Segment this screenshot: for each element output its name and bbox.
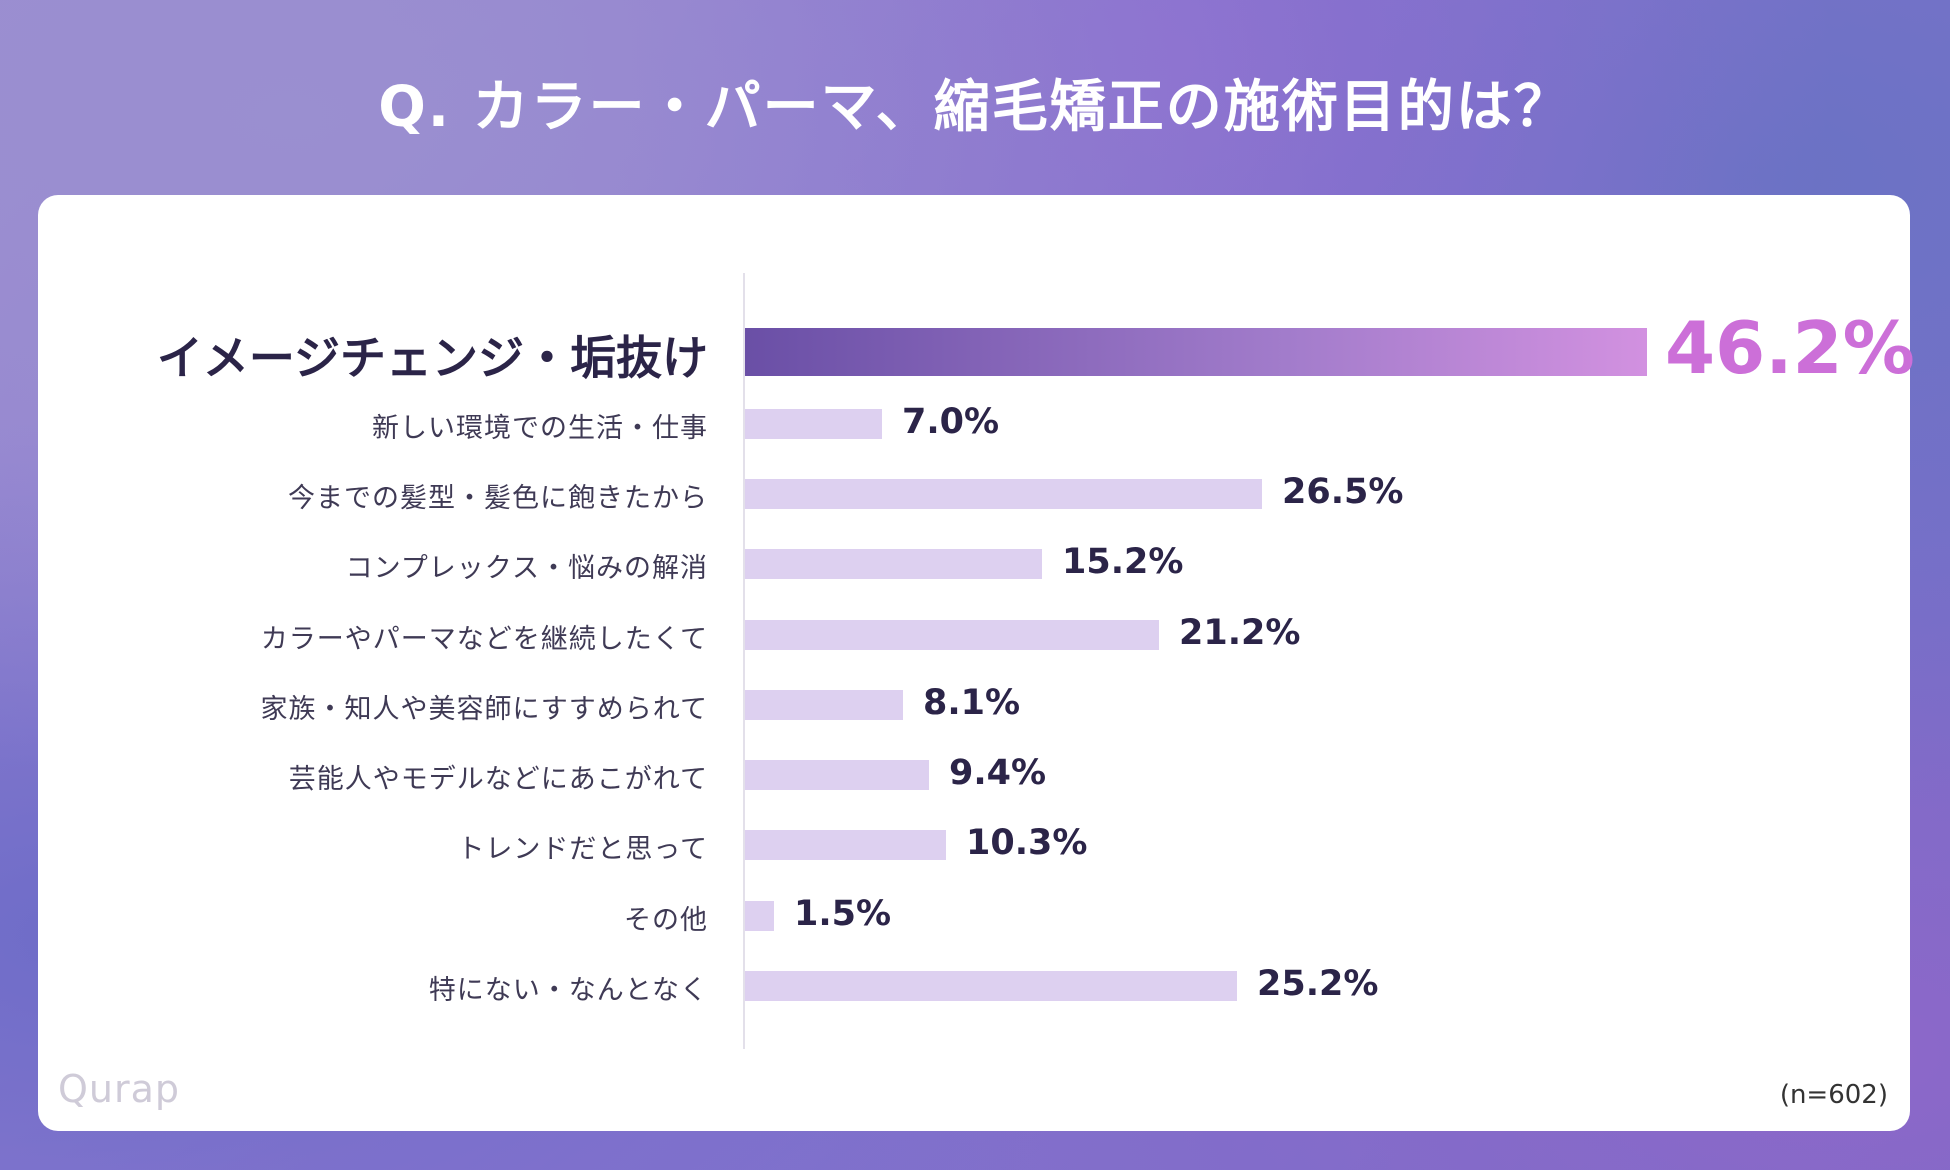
value-label: 10.3% — [966, 823, 1088, 863]
bar — [745, 620, 1159, 650]
value-label: 1.5% — [794, 894, 892, 934]
bar — [745, 971, 1237, 1001]
category-label: 特にない・なんとなく — [428, 975, 708, 1006]
category-label: 今までの髪型・髪色に飽きたから — [288, 483, 708, 514]
bar — [745, 901, 774, 931]
category-label: カラーやパーマなどを継続したくて — [260, 624, 708, 655]
category-label: トレンドだと思って — [457, 834, 708, 865]
value-label: 46.2% — [1665, 306, 1915, 390]
bar — [745, 479, 1262, 509]
category-label: 芸能人やモデルなどにあこがれて — [288, 764, 708, 795]
bar — [745, 830, 946, 860]
value-label: 15.2% — [1062, 542, 1184, 582]
bar — [745, 409, 882, 439]
value-label: 9.4% — [949, 753, 1047, 793]
value-label: 7.0% — [902, 402, 1000, 442]
value-label: 26.5% — [1282, 472, 1404, 512]
category-label: 家族・知人や美容師にすすめられて — [260, 694, 708, 725]
category-label: イメージチェンジ・垢抜け — [156, 331, 708, 385]
bar — [745, 760, 929, 790]
value-label: 25.2% — [1257, 964, 1379, 1004]
category-label: その他 — [624, 905, 708, 936]
sample-size-note: (n=602) — [1779, 1080, 1888, 1110]
chart-card: イメージチェンジ・垢抜け 46.2% 新しい環境での生活・仕事 7.0% 今までの髪型・… — [38, 195, 1915, 1131]
category-label: 新しい環境での生活・仕事 — [372, 413, 708, 444]
category-label: コンプレックス・悩みの解消 — [345, 553, 708, 584]
value-label: 8.1% — [923, 683, 1021, 723]
page-title: Q. カラー・パーマ、縮毛矯正の施術目的は？ — [378, 75, 1572, 140]
bar — [745, 690, 903, 720]
chart-axis-line — [743, 273, 745, 1049]
value-label: 21.2% — [1179, 613, 1301, 653]
bar — [745, 328, 1647, 376]
brand-logo: Qurap — [58, 1067, 181, 1111]
bar — [745, 549, 1042, 579]
